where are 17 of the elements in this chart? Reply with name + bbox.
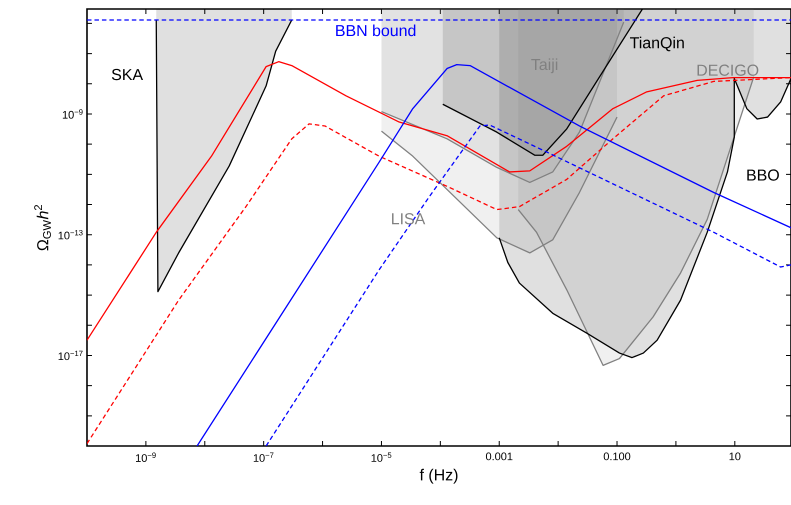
series-label: DECIGO (698, 64, 758, 76)
series-label: SKA (112, 68, 144, 80)
x-tick-label: 10$^{−9}$ (136, 452, 156, 462)
x-axis-title: f (Hz) (420, 468, 458, 484)
series-label: TianQin (630, 36, 684, 52)
x-tick-label: 0.001 (486, 452, 512, 460)
y-axis-title: Ω$_{GW}$h$^{2}$ (34, 204, 51, 250)
x-tick-label: 10 (730, 452, 740, 460)
x-tick-label: 10$^{−7}$ (254, 452, 274, 462)
y-tick-label: 10$^{−17}$ (58, 350, 83, 360)
x-tick-label: 0.100 (604, 452, 630, 460)
legend-label: BBO (747, 169, 779, 181)
y-tick-label: 10$^{−9}$ (62, 109, 83, 119)
ref-line-label: BBN bound (336, 24, 416, 36)
y-tick-label: 10$^{−13}$ (58, 230, 83, 240)
series-label: LISA (392, 213, 426, 224)
x-tick-label: 10$^{−5}$ (372, 452, 392, 462)
